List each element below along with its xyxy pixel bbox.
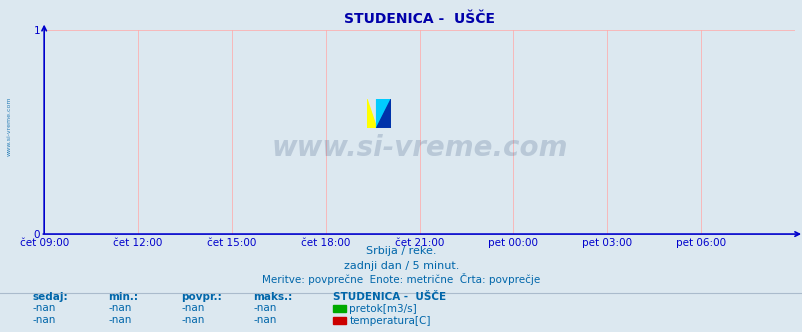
Text: pretok[m3/s]: pretok[m3/s] [349,304,416,314]
Text: sedaj:: sedaj: [32,292,67,302]
Text: www.si-vreme.com: www.si-vreme.com [271,134,567,162]
Text: -nan: -nan [108,315,132,325]
Text: Meritve: povprečne  Enote: metrične  Črta: povprečje: Meritve: povprečne Enote: metrične Črta:… [262,273,540,285]
Text: -nan: -nan [253,303,277,313]
Polygon shape [367,99,376,128]
Polygon shape [376,99,391,128]
Text: maks.:: maks.: [253,292,292,302]
Text: povpr.:: povpr.: [180,292,221,302]
Text: -nan: -nan [108,303,132,313]
Title: STUDENICA -  UŠČE: STUDENICA - UŠČE [343,12,495,26]
Text: Srbija / reke.: Srbija / reke. [366,246,436,256]
Text: -nan: -nan [180,303,205,313]
Text: -nan: -nan [180,315,205,325]
Polygon shape [376,99,391,128]
Text: -nan: -nan [32,303,56,313]
Text: STUDENICA -  UŠČE: STUDENICA - UŠČE [333,292,446,302]
Text: -nan: -nan [253,315,277,325]
Text: -nan: -nan [32,315,56,325]
Text: min.:: min.: [108,292,138,302]
Text: www.si-vreme.com: www.si-vreme.com [6,96,11,156]
Text: temperatura[C]: temperatura[C] [349,316,430,326]
Text: zadnji dan / 5 minut.: zadnji dan / 5 minut. [343,261,459,271]
